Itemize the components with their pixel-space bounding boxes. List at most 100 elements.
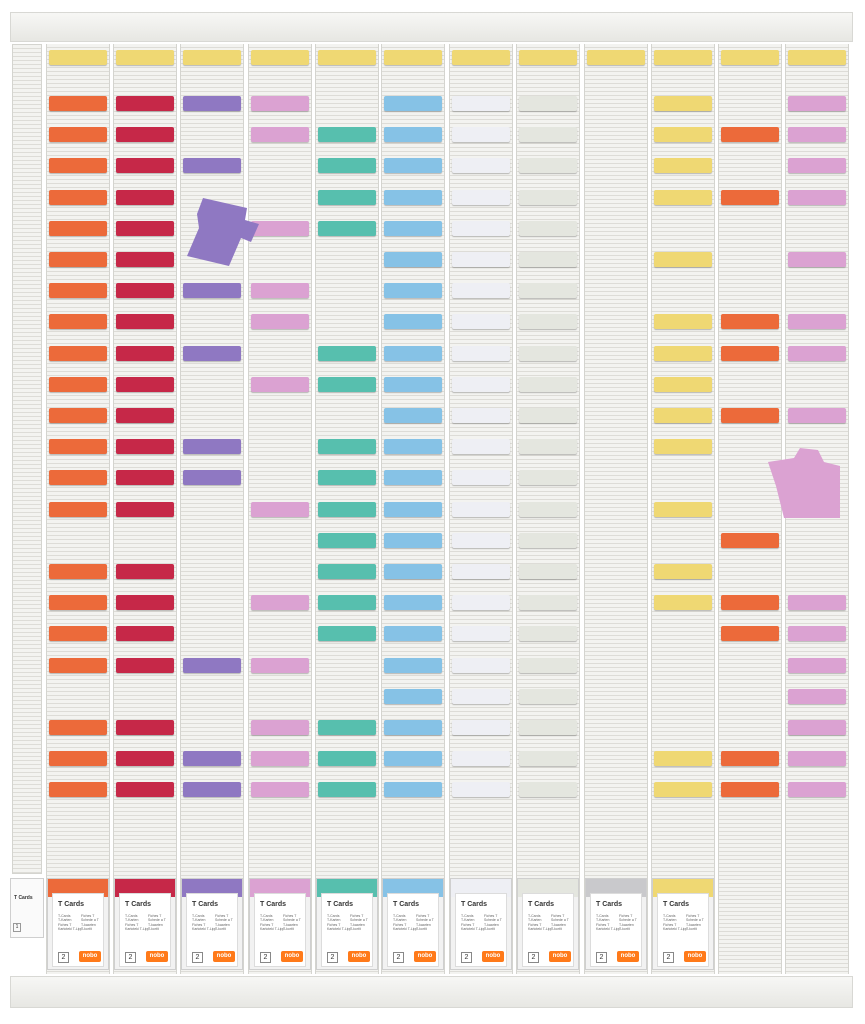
t-card[interactable] bbox=[318, 720, 376, 735]
t-card[interactable] bbox=[251, 283, 309, 299]
t-card[interactable] bbox=[384, 314, 442, 330]
t-card[interactable] bbox=[654, 595, 712, 611]
t-card[interactable] bbox=[384, 688, 442, 704]
t-card[interactable] bbox=[251, 314, 309, 330]
t-card[interactable] bbox=[49, 127, 107, 143]
t-card[interactable] bbox=[318, 751, 376, 767]
t-card[interactable] bbox=[654, 408, 712, 423]
t-card[interactable] bbox=[318, 376, 376, 392]
t-card[interactable] bbox=[519, 657, 577, 673]
t-card[interactable] bbox=[49, 158, 107, 174]
t-card[interactable] bbox=[116, 96, 174, 111]
t-card[interactable] bbox=[116, 657, 174, 673]
t-card[interactable] bbox=[384, 220, 442, 236]
t-card[interactable] bbox=[519, 688, 577, 704]
t-card[interactable] bbox=[519, 345, 577, 361]
t-card[interactable] bbox=[788, 408, 846, 423]
t-card[interactable] bbox=[452, 158, 510, 174]
t-card[interactable] bbox=[49, 501, 107, 517]
t-card[interactable] bbox=[452, 96, 510, 111]
header-card[interactable] bbox=[452, 50, 510, 65]
t-card[interactable] bbox=[788, 345, 846, 361]
t-card[interactable] bbox=[519, 314, 577, 330]
t-card[interactable] bbox=[49, 470, 107, 486]
t-card[interactable] bbox=[519, 470, 577, 486]
t-card[interactable] bbox=[788, 657, 846, 673]
t-card[interactable] bbox=[654, 189, 712, 205]
t-card[interactable] bbox=[251, 751, 309, 767]
t-card[interactable] bbox=[721, 626, 779, 642]
header-card[interactable] bbox=[587, 50, 645, 65]
t-card[interactable] bbox=[721, 345, 779, 361]
t-card[interactable] bbox=[654, 376, 712, 392]
t-card[interactable] bbox=[788, 688, 846, 704]
t-card[interactable] bbox=[452, 470, 510, 486]
t-card[interactable] bbox=[49, 376, 107, 392]
header-card[interactable] bbox=[654, 50, 712, 65]
t-card[interactable] bbox=[788, 96, 846, 111]
t-card[interactable] bbox=[384, 751, 442, 767]
t-card[interactable] bbox=[251, 127, 309, 143]
t-card[interactable] bbox=[183, 470, 241, 486]
t-card[interactable] bbox=[721, 189, 779, 205]
t-card[interactable] bbox=[452, 127, 510, 143]
t-card[interactable] bbox=[384, 376, 442, 392]
t-card[interactable] bbox=[384, 408, 442, 423]
header-card[interactable] bbox=[384, 50, 442, 65]
t-card[interactable] bbox=[49, 345, 107, 361]
t-card[interactable] bbox=[183, 751, 241, 767]
t-card[interactable] bbox=[452, 595, 510, 611]
t-card[interactable] bbox=[654, 782, 712, 798]
t-card[interactable] bbox=[384, 470, 442, 486]
t-card[interactable] bbox=[251, 782, 309, 798]
t-card[interactable] bbox=[183, 96, 241, 111]
t-card[interactable] bbox=[251, 501, 309, 517]
t-card[interactable] bbox=[384, 345, 442, 361]
t-card[interactable] bbox=[788, 626, 846, 642]
t-card[interactable] bbox=[519, 782, 577, 798]
t-card[interactable] bbox=[384, 626, 442, 642]
t-card[interactable] bbox=[318, 595, 376, 611]
t-card[interactable] bbox=[318, 626, 376, 642]
t-card[interactable] bbox=[654, 127, 712, 143]
t-card[interactable] bbox=[116, 127, 174, 143]
t-card[interactable] bbox=[384, 532, 442, 548]
t-card[interactable] bbox=[49, 314, 107, 330]
t-card[interactable] bbox=[116, 470, 174, 486]
t-card[interactable] bbox=[251, 376, 309, 392]
t-card[interactable] bbox=[183, 345, 241, 361]
t-card[interactable] bbox=[318, 501, 376, 517]
t-card[interactable] bbox=[519, 252, 577, 267]
t-card[interactable] bbox=[654, 501, 712, 517]
t-card[interactable] bbox=[519, 408, 577, 423]
t-card[interactable] bbox=[721, 127, 779, 143]
t-card[interactable] bbox=[116, 751, 174, 767]
t-card[interactable] bbox=[452, 782, 510, 798]
t-card[interactable] bbox=[318, 127, 376, 143]
t-card[interactable] bbox=[49, 439, 107, 455]
t-card[interactable] bbox=[116, 220, 174, 236]
t-card[interactable] bbox=[318, 782, 376, 798]
header-card[interactable] bbox=[788, 50, 846, 65]
t-card[interactable] bbox=[452, 189, 510, 205]
t-card[interactable] bbox=[183, 657, 241, 673]
t-card[interactable] bbox=[452, 345, 510, 361]
t-card[interactable] bbox=[452, 439, 510, 455]
t-card[interactable] bbox=[251, 657, 309, 673]
t-card[interactable] bbox=[788, 782, 846, 798]
t-card[interactable] bbox=[519, 283, 577, 299]
t-card[interactable] bbox=[49, 189, 107, 205]
t-card[interactable] bbox=[116, 376, 174, 392]
t-card[interactable] bbox=[183, 283, 241, 299]
t-card[interactable] bbox=[721, 532, 779, 548]
t-card[interactable] bbox=[519, 220, 577, 236]
t-card[interactable] bbox=[519, 532, 577, 548]
t-card[interactable] bbox=[654, 564, 712, 579]
t-card[interactable] bbox=[788, 595, 846, 611]
t-card[interactable] bbox=[49, 252, 107, 267]
t-card[interactable] bbox=[788, 158, 846, 174]
t-card[interactable] bbox=[654, 439, 712, 455]
t-card[interactable] bbox=[49, 408, 107, 423]
t-card[interactable] bbox=[116, 626, 174, 642]
t-card[interactable] bbox=[384, 720, 442, 735]
